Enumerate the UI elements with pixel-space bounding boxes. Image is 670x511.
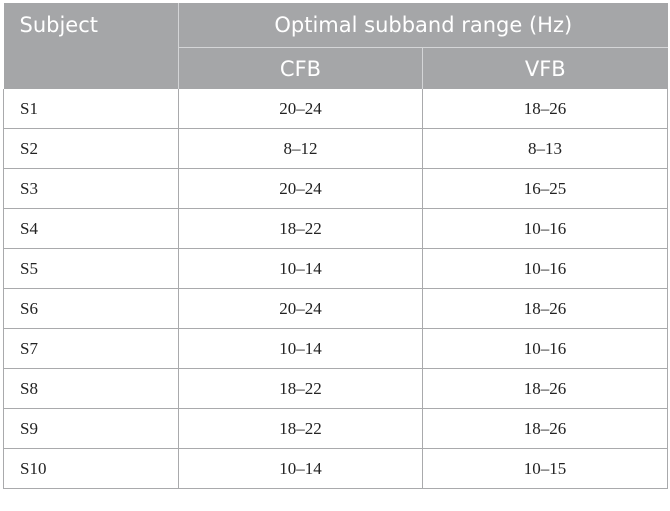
subband-group-header: Optimal subband range (Hz) <box>178 3 668 48</box>
subject-cell: S9 <box>3 408 179 449</box>
subject-cell: S5 <box>3 248 179 289</box>
subject-cell: S7 <box>3 328 179 369</box>
table-row: S3 20–24 16–25 <box>3 168 669 209</box>
cfb-cell: 20–24 <box>178 288 423 329</box>
cfb-cell: 10–14 <box>178 448 423 489</box>
table-body: S1 20–24 18–26 S2 8–12 8–13 S3 20–24 16–… <box>3 89 669 489</box>
subject-column-header: Subject <box>3 3 179 89</box>
cfb-cell: 10–14 <box>178 328 423 369</box>
table-row: S10 10–14 10–15 <box>3 448 669 489</box>
table-row: S7 10–14 10–16 <box>3 328 669 369</box>
table-row: S6 20–24 18–26 <box>3 288 669 329</box>
cfb-column-header: CFB <box>178 47 423 89</box>
subject-cell: S8 <box>3 368 179 409</box>
table-row: S1 20–24 18–26 <box>3 89 669 129</box>
table-row: S2 8–12 8–13 <box>3 128 669 169</box>
table-header: Subject Optimal subband range (Hz) CFB V… <box>3 3 668 89</box>
vfb-cell: 18–26 <box>421 408 669 449</box>
vfb-column-header: VFB <box>422 47 668 89</box>
subject-cell: S3 <box>3 168 179 209</box>
vfb-cell: 18–26 <box>421 288 669 329</box>
table-row: S4 18–22 10–16 <box>3 208 669 249</box>
vfb-cell: 10–16 <box>421 328 669 369</box>
cfb-cell: 10–14 <box>178 248 423 289</box>
cfb-cell: 18–22 <box>178 368 423 409</box>
vfb-cell: 18–26 <box>421 368 669 409</box>
table-row: S8 18–22 18–26 <box>3 368 669 409</box>
subject-cell: S1 <box>3 89 179 129</box>
cfb-cell: 8–12 <box>178 128 423 169</box>
optimal-subband-table: Subject Optimal subband range (Hz) CFB V… <box>3 3 669 489</box>
subject-cell: S6 <box>3 288 179 329</box>
vfb-cell: 8–13 <box>421 128 669 169</box>
table-row: S9 18–22 18–26 <box>3 408 669 449</box>
vfb-cell: 10–16 <box>421 208 669 249</box>
table-row: S5 10–14 10–16 <box>3 248 669 289</box>
vfb-cell: 10–16 <box>421 248 669 289</box>
subject-cell: S4 <box>3 208 179 249</box>
subject-cell: S2 <box>3 128 179 169</box>
cfb-cell: 20–24 <box>178 89 423 129</box>
subband-table-container: Subject Optimal subband range (Hz) CFB V… <box>3 3 669 509</box>
cfb-cell: 20–24 <box>178 168 423 209</box>
subject-cell: S10 <box>3 448 179 489</box>
vfb-cell: 10–15 <box>421 448 669 489</box>
vfb-cell: 16–25 <box>421 168 669 209</box>
cfb-cell: 18–22 <box>178 208 423 249</box>
cfb-cell: 18–22 <box>178 408 423 449</box>
vfb-cell: 18–26 <box>421 89 669 129</box>
